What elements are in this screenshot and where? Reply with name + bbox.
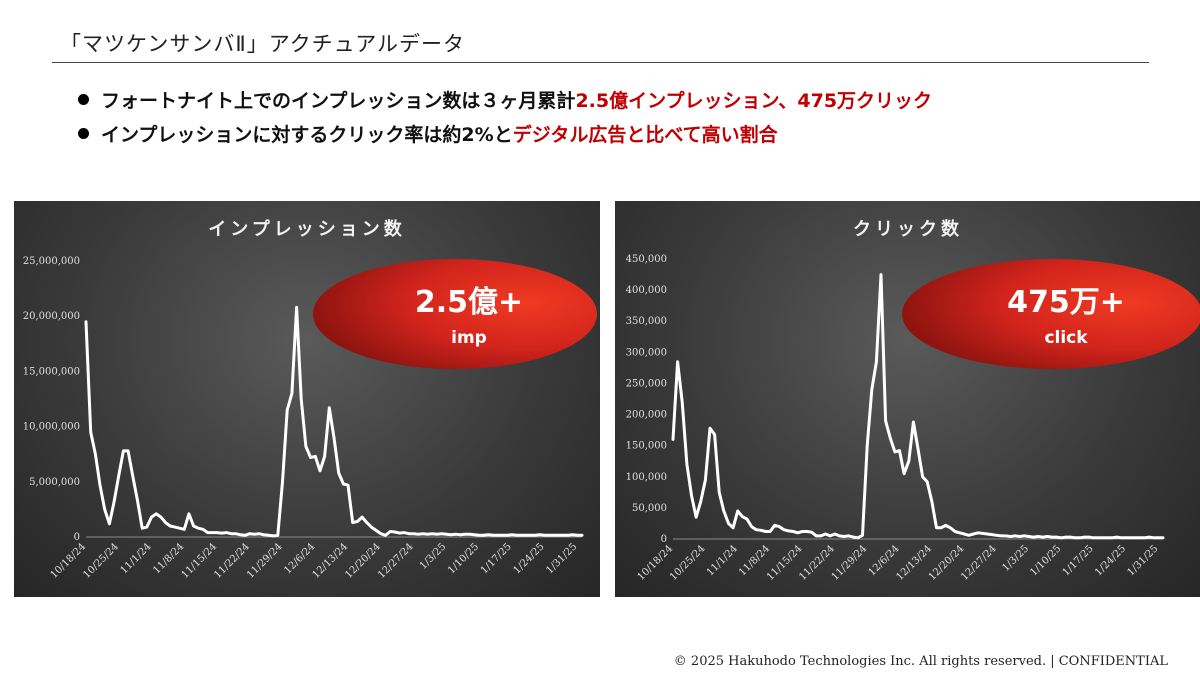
- series-line: [671, 273, 1165, 540]
- title-divider: [52, 62, 1149, 63]
- x-tick-label: 11/29/24: [245, 541, 285, 581]
- badge-ellipse: [902, 259, 1200, 369]
- x-tick-label: 11/1/24: [705, 543, 740, 578]
- y-tick-label: 0: [74, 532, 80, 543]
- y-tick-label: 400,000: [626, 285, 667, 296]
- x-tick-label: 1/31/25: [1125, 543, 1160, 578]
- y-tick-label: 0: [661, 534, 667, 545]
- bullet-highlight: デジタル広告と比べて高い割合: [512, 124, 778, 146]
- y-tick-label: 10,000,000: [23, 422, 80, 433]
- badge-main-label: 2.5億+: [415, 285, 523, 320]
- x-tick-label: 10/25/24: [81, 541, 121, 581]
- bullet-text: インプレッションに対するクリック率は約2%と: [101, 124, 513, 146]
- badge-main-label: 475万+: [1007, 285, 1125, 320]
- impressions-chart-panel: 0 5,000,000 10,000,000 15,000,000 20,000,000…: [14, 201, 600, 597]
- badge-sub-label: imp: [451, 328, 487, 348]
- y-tick-label: 50,000: [632, 503, 667, 514]
- bullet-dot-icon: [78, 94, 89, 105]
- x-tick-label: 1/17/25: [1061, 543, 1096, 578]
- x-tick-label: 11/1/24: [119, 541, 154, 576]
- bullet-item: インプレッションに対するクリック率は約2%とデジタル広告と比べて高い割合: [78, 118, 932, 152]
- badge-ellipse: [313, 259, 597, 369]
- chart-title: クリック数: [853, 219, 963, 240]
- y-tick-label: 150,000: [626, 441, 667, 452]
- chart-title: インプレッション数: [208, 219, 406, 240]
- impressions-chart: 0 5,000,000 10,000,000 15,000,000 20,000,000…: [23, 256, 597, 581]
- bullet-item: フォートナイト上でのインプレッション数は３ヶ月累計2.5億インプレッション、47…: [78, 84, 932, 118]
- y-tick-label: 20,000,000: [23, 311, 80, 322]
- bullet-list: フォートナイト上でのインプレッション数は３ヶ月累計2.5億インプレッション、47…: [78, 84, 932, 152]
- y-tick-label: 5,000,000: [29, 477, 80, 488]
- x-tick-label: 10/25/24: [668, 543, 708, 583]
- x-tick-label: 1/10/25: [1028, 543, 1063, 578]
- clicks-chart: 0 50,000 100,000 150,000 200,000 250,000 300,0…: [626, 254, 1200, 583]
- y-tick-label: 450,000: [626, 254, 667, 265]
- x-tick-label: 1/3/25: [418, 541, 449, 572]
- y-tick-label: 250,000: [626, 378, 667, 389]
- y-tick-label: 100,000: [626, 472, 667, 483]
- clicks-chart-panel: 0 50,000 100,000 150,000 200,000 250,000 300,0…: [615, 201, 1200, 597]
- x-tick-label: 12/27/24: [376, 541, 416, 581]
- bullet-dot-icon: [78, 128, 89, 139]
- copyright-footer: © 2025 Hakuhodo Technologies Inc. All ri…: [673, 654, 1168, 669]
- x-tick-label: 1/17/25: [479, 541, 514, 576]
- y-tick-label: 300,000: [626, 347, 667, 358]
- y-tick-label: 15,000,000: [23, 366, 80, 377]
- x-tick-label: 1/24/25: [1093, 543, 1128, 578]
- bullet-text: フォートナイト上でのインプレッション数は３ヶ月累計: [101, 90, 576, 112]
- x-tick-label: 1/31/25: [544, 541, 579, 576]
- y-tick-label: 25,000,000: [23, 256, 80, 267]
- bullet-highlight: 2.5億インプレッション、475万クリック: [575, 90, 933, 112]
- series-line: [84, 305, 584, 538]
- x-tick-label: 1/10/25: [446, 541, 481, 576]
- y-tick-label: 200,000: [626, 410, 667, 421]
- y-tick-label: 350,000: [626, 316, 667, 327]
- page-title: 「マツケンサンバⅡ」アクチュアルデータ: [60, 32, 466, 56]
- x-tick-label: 1/24/25: [512, 541, 547, 576]
- x-tick-label: 11/29/24: [830, 543, 870, 583]
- badge-sub-label: click: [1044, 328, 1088, 348]
- x-tick-label: 12/27/24: [959, 543, 999, 583]
- x-tick-label: 1/3/25: [1001, 543, 1032, 574]
